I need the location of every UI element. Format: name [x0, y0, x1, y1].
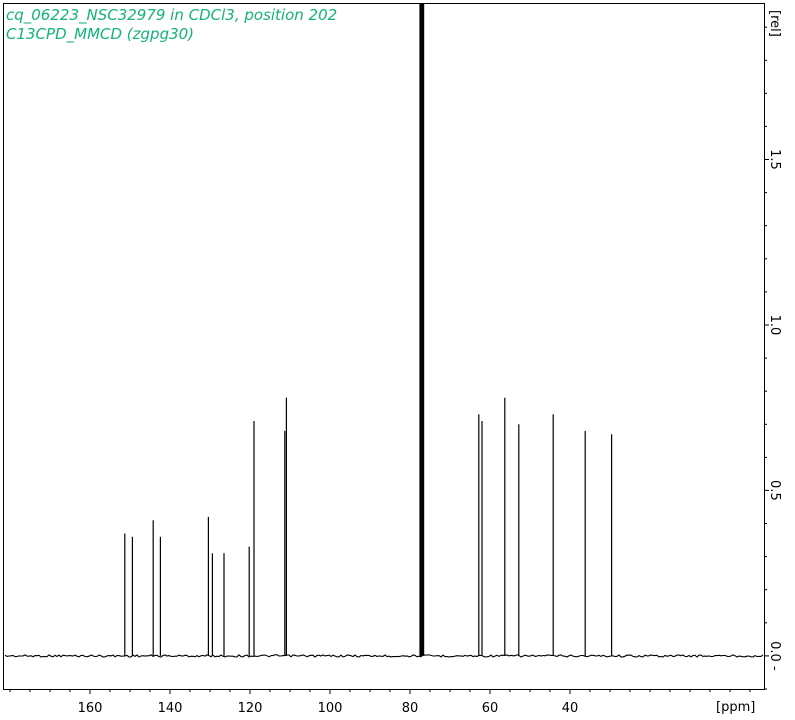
x-tick-label-120: 120 [238, 701, 263, 716]
x-tick-label-40: 40 [562, 701, 579, 716]
spectrum-title-line-1: cq_06223_NSC32979 in CDCl3, position 202 [6, 6, 337, 25]
y-tick-label-0.5: 0.5 [767, 480, 782, 501]
x-tick-label-60: 60 [482, 701, 499, 716]
plot-frame [3, 3, 765, 690]
x-axis: 160 140 120 100 80 60 40 [9, 689, 751, 716]
y-tick-label-1.5: 1.5 [767, 149, 782, 170]
y-tick-label-1: 1.0 [767, 315, 782, 336]
y-axis: 0.0 - 0.5 1.0 1.5 [764, 26, 782, 690]
spectrum-layer [4, 4, 764, 658]
x-axis-unit-label: [ppm] [716, 700, 755, 715]
x-tick-label-140: 140 [158, 701, 183, 716]
x-tick-label-80: 80 [402, 701, 419, 716]
spectrum-title-line-2: C13CPD_MMCD (zgpg30) [6, 25, 194, 44]
spectrum-baseline [4, 654, 764, 658]
y-tick-label-0: 0.0 - [767, 641, 782, 671]
x-tick-label-160: 160 [78, 701, 103, 716]
x-tick-label-100: 100 [318, 701, 343, 716]
y-axis-unit-label: [rel] [767, 10, 782, 37]
